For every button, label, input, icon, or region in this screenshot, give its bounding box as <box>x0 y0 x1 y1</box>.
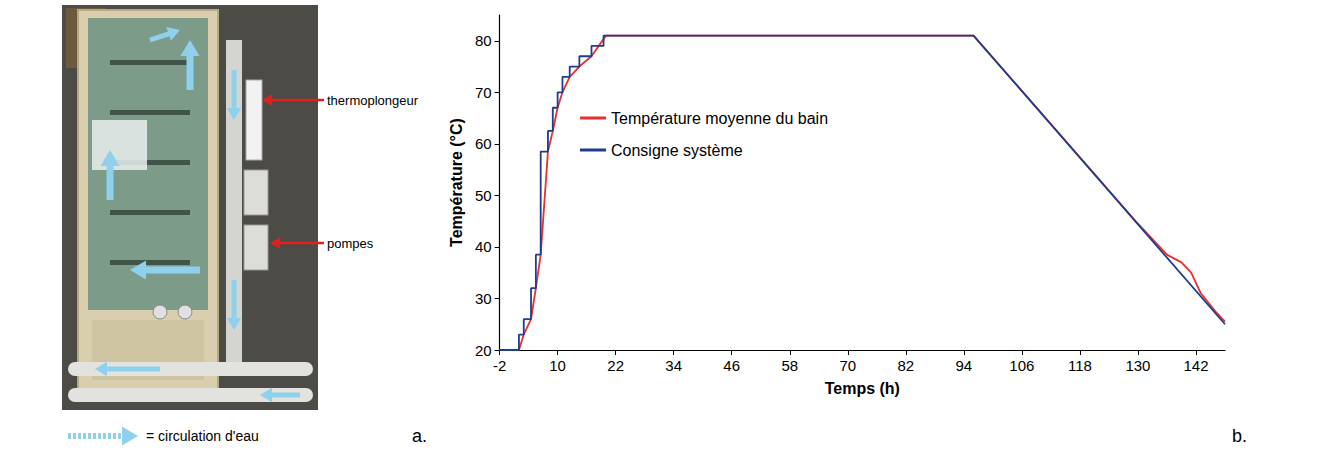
svg-text:22: 22 <box>607 357 624 374</box>
svg-text:70: 70 <box>839 357 856 374</box>
svg-text:58: 58 <box>781 357 798 374</box>
svg-text:82: 82 <box>897 357 914 374</box>
svg-text:50: 50 <box>475 187 492 204</box>
svg-text:-2: -2 <box>493 357 506 374</box>
svg-text:60: 60 <box>475 135 492 152</box>
svg-text:Consigne système: Consigne système <box>611 142 743 159</box>
svg-text:130: 130 <box>1125 357 1150 374</box>
svg-text:118: 118 <box>1068 357 1092 374</box>
svg-text:a.: a. <box>412 426 427 446</box>
svg-text:46: 46 <box>723 357 740 374</box>
svg-text:Temps (h): Temps (h) <box>825 380 900 397</box>
svg-text:= circulation d'eau: = circulation d'eau <box>146 428 259 444</box>
svg-text:Température moyenne du bain: Température moyenne du bain <box>611 110 828 127</box>
svg-text:142: 142 <box>1183 357 1208 374</box>
svg-text:80: 80 <box>475 32 492 49</box>
svg-text:thermoplongeur: thermoplongeur <box>327 93 419 108</box>
svg-text:94: 94 <box>956 357 973 374</box>
svg-text:70: 70 <box>475 84 492 101</box>
svg-text:20: 20 <box>475 342 492 359</box>
svg-text:b.: b. <box>1232 426 1247 446</box>
svg-text:10: 10 <box>549 357 566 374</box>
svg-text:Température (°C): Température (°C) <box>448 118 465 247</box>
svg-text:30: 30 <box>475 290 492 307</box>
svg-text:pompes: pompes <box>327 236 374 251</box>
svg-text:106: 106 <box>1009 357 1034 374</box>
svg-text:34: 34 <box>665 357 682 374</box>
svg-text:40: 40 <box>475 238 492 255</box>
